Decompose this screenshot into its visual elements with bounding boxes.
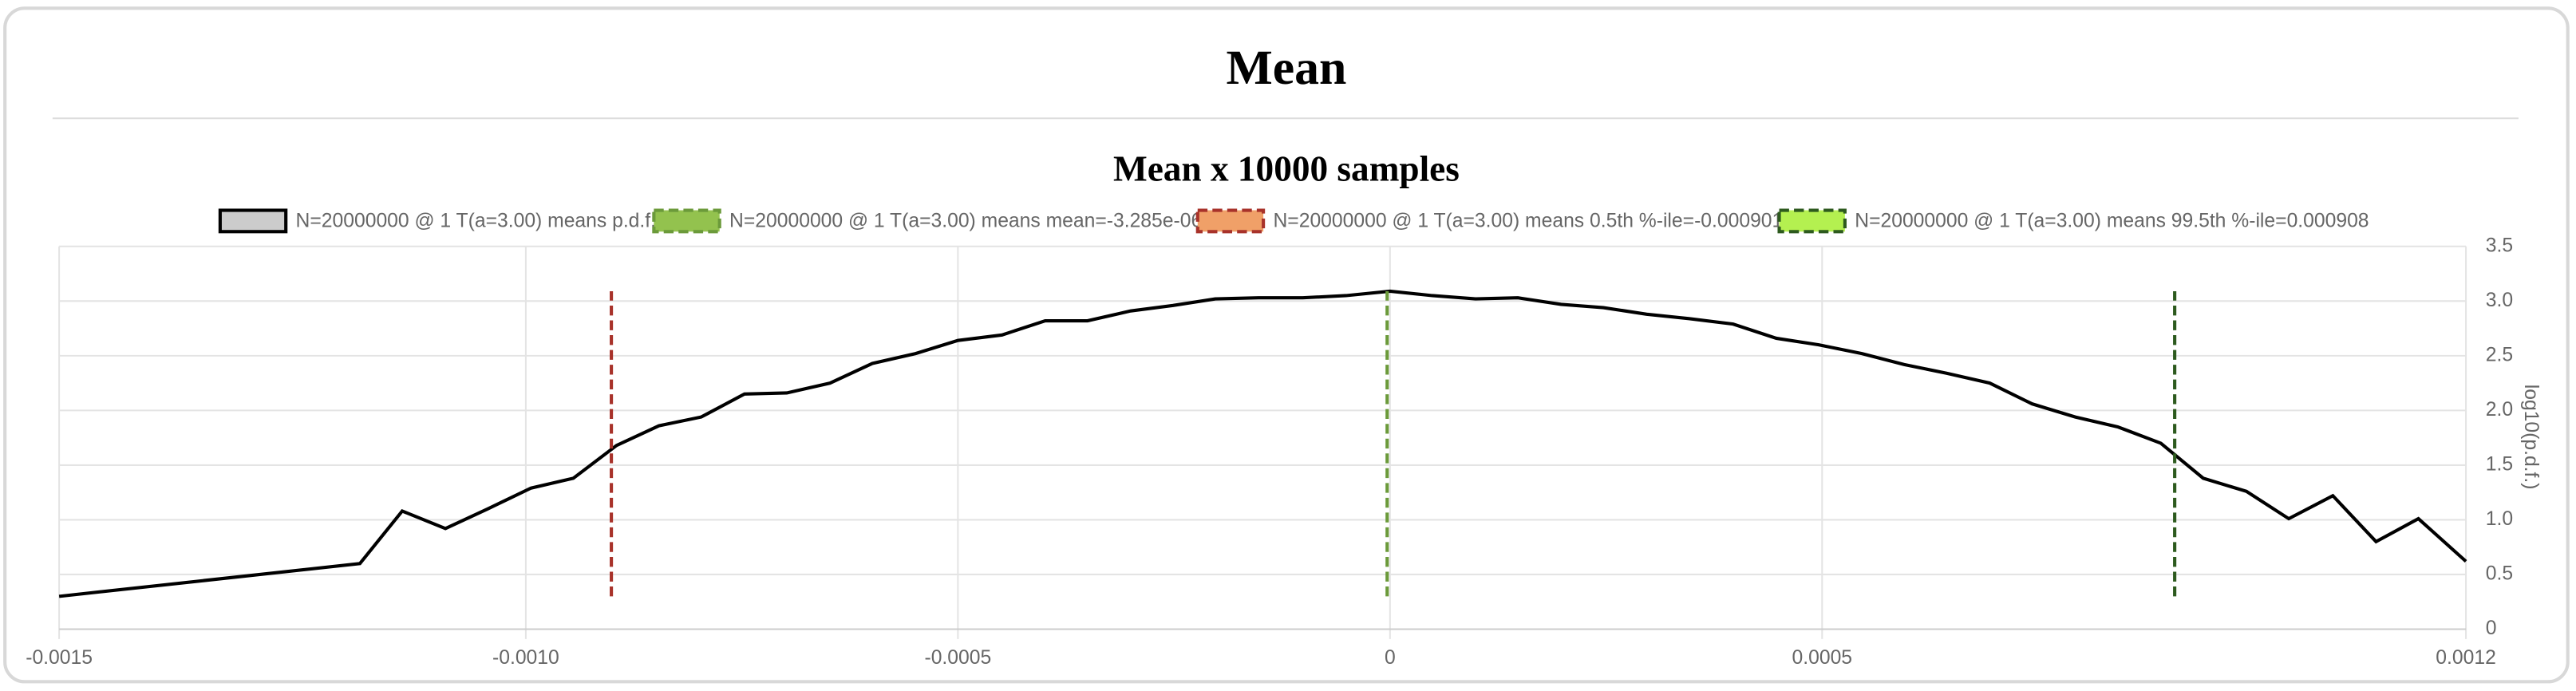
x-tick-label: -0.0005 xyxy=(924,647,991,669)
legend-label: N=20000000 @ 1 T(a=3.00) means 0.5th %-i… xyxy=(1273,210,1783,231)
x-tick-label: 0.0005 xyxy=(1792,647,1853,669)
y-tick-label: 3.0 xyxy=(2486,290,2513,311)
chart-title: Mean x 10000 samples xyxy=(1113,149,1460,189)
y-tick-label: 2.0 xyxy=(2486,399,2513,421)
x-tick-label: -0.0010 xyxy=(492,647,559,669)
y-tick-label: 0 xyxy=(2486,618,2497,639)
legend-swatch xyxy=(218,208,288,234)
x-tick-label: 0 xyxy=(1385,647,1396,669)
y-axis-title: log10(p.d.f.) xyxy=(2520,385,2542,490)
series-line xyxy=(58,289,2467,598)
y-tick-label: 2.5 xyxy=(2486,344,2513,365)
plot: 0 0.5 1.0 1.5 2.0 2.5 3.0 3.5 -0.0015 -0.0010 -0.0… xyxy=(26,208,2513,669)
y-tick-label: 1.5 xyxy=(2486,453,2513,475)
legend-label: N=20000000 @ 1 T(a=3.00) means p.d.f. xyxy=(296,210,656,231)
y-tick-label: 0.5 xyxy=(2486,563,2513,584)
page-title: Mean xyxy=(1226,41,1346,95)
card xyxy=(3,6,2570,684)
y-tick-label: 3.5 xyxy=(2486,235,2513,256)
legend-label: N=20000000 @ 1 T(a=3.00) means 99.5th %-… xyxy=(1855,210,2369,231)
x-tick-label: 0.0012 xyxy=(2436,647,2496,669)
legend-label: N=20000000 @ 1 T(a=3.00) means mean=-3.2… xyxy=(729,210,1202,231)
legend-swatch xyxy=(1777,208,1847,234)
legend-swatch xyxy=(1195,208,1266,234)
x-tick-label: -0.0015 xyxy=(26,647,93,669)
y-tick-label: 1.0 xyxy=(2486,508,2513,530)
legend-swatch xyxy=(652,208,721,234)
